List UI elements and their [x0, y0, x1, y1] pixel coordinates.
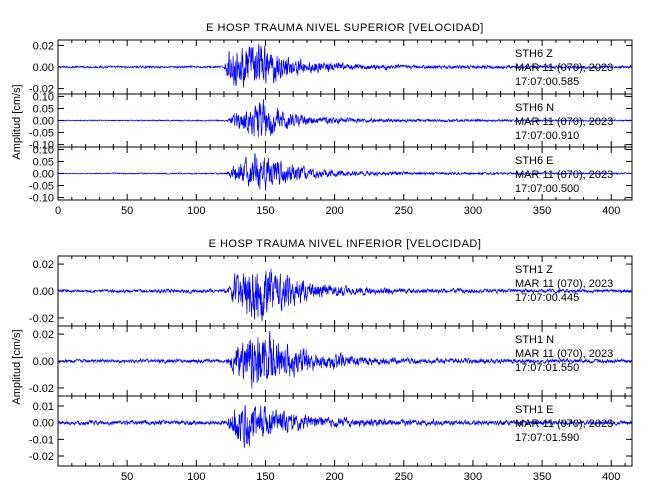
x-tick-label: 100 — [187, 471, 205, 483]
waveform-trace — [57, 153, 633, 191]
y-tick-label: -0.05 — [29, 181, 54, 193]
y-tick-label: 0.00 — [33, 169, 54, 181]
trace-time-label: 17:07:01.590 — [515, 432, 579, 444]
y-tick-label: -0.05 — [29, 128, 54, 140]
y-tick-label: 0.00 — [33, 116, 54, 128]
x-tick-label: 150 — [256, 471, 274, 483]
y-tick-label: -0.10 — [29, 193, 54, 205]
trace-time-label: 17:07:00.910 — [515, 130, 579, 142]
waveform-trace — [57, 99, 632, 138]
y-tick-label: -0.02 — [29, 84, 54, 96]
waveform-trace — [57, 268, 633, 322]
trace-date-label: MAR 11 (070), 2023 — [515, 348, 613, 360]
trace-date-label: MAR 11 (070), 2023 — [515, 116, 613, 128]
y-tick-label: 0.02 — [33, 259, 54, 271]
trace-station-label: STH1 Z — [515, 264, 553, 276]
x-tick-label: 250 — [395, 471, 413, 483]
x-tick-label: 50 — [121, 471, 133, 483]
trace-station-label: STH1 E — [515, 404, 554, 416]
y-tick-label: 0.00 — [33, 356, 54, 368]
x-tick-label: 0 — [55, 205, 61, 217]
chart-title-1: E HOSP TRAUMA NIVEL SUPERIOR [VELOCIDAD] — [206, 22, 484, 34]
x-tick-label: 350 — [533, 205, 551, 217]
chart-title-2: E HOSP TRAUMA NIVEL INFERIOR [VELOCIDAD] — [209, 238, 482, 250]
y-tick-label: 0.10 — [33, 91, 54, 103]
trace-date-label: MAR 11 (070), 2023 — [515, 62, 613, 74]
x-tick-label: 300 — [464, 471, 482, 483]
y-tick-label: 0.02 — [33, 40, 54, 52]
x-tick-label: 250 — [395, 205, 413, 217]
y-tick-label: -0.10 — [29, 140, 54, 152]
trace-date-label: MAR 11 (070), 2023 — [515, 418, 613, 430]
y-tick-label: 0.00 — [33, 62, 54, 74]
y-tick-label: 0.00 — [33, 418, 54, 430]
x-tick-label: 350 — [533, 471, 551, 483]
y-tick-label: 0.00 — [33, 286, 54, 298]
x-tick-label: 50 — [121, 205, 133, 217]
x-tick-label: 200 — [325, 471, 343, 483]
y-tick-label: 0.02 — [33, 329, 54, 341]
waveform-trace — [57, 330, 633, 389]
waveform-trace — [57, 405, 633, 449]
y-tick-label: -0.01 — [29, 434, 54, 446]
y-tick-label: -0.02 — [29, 451, 54, 463]
trace-station-label: STH6 E — [515, 155, 554, 167]
y-tick-label: 0.05 — [33, 156, 54, 168]
y-tick-label: -0.02 — [29, 383, 54, 395]
y-tick-label: 0.05 — [33, 103, 54, 115]
y-axis-label-2: Amplitud [cm/s] — [11, 329, 23, 404]
trace-date-label: MAR 11 (070), 2023 — [515, 169, 613, 181]
y-tick-label: 0.10 — [33, 144, 54, 156]
trace-time-label: 17:07:00.500 — [515, 183, 579, 195]
trace-time-label: 17:07:01.550 — [515, 362, 579, 374]
x-tick-label: 400 — [602, 471, 620, 483]
trace-time-label: 17:07:00.445 — [515, 292, 579, 304]
y-tick-label: -0.02 — [29, 313, 54, 325]
trace-station-label: STH6 N — [515, 102, 554, 114]
x-tick-label: 400 — [602, 205, 620, 217]
x-tick-label: 100 — [187, 205, 205, 217]
trace-panel-frame — [57, 395, 633, 467]
trace-station-label: STH1 N — [515, 334, 554, 346]
y-axis-label-1: Amplitud [cm/s] — [11, 84, 23, 159]
trace-date-label: MAR 11 (070), 2023 — [515, 278, 613, 290]
y-tick-label: 0.01 — [33, 401, 54, 413]
x-tick-label: 200 — [325, 205, 343, 217]
x-tick-label: 300 — [464, 205, 482, 217]
trace-station-label: STH6 Z — [515, 48, 553, 60]
waveform-trace — [57, 43, 633, 88]
x-tick-label: 150 — [256, 205, 274, 217]
trace-time-label: 17:07:00.585 — [515, 76, 579, 88]
